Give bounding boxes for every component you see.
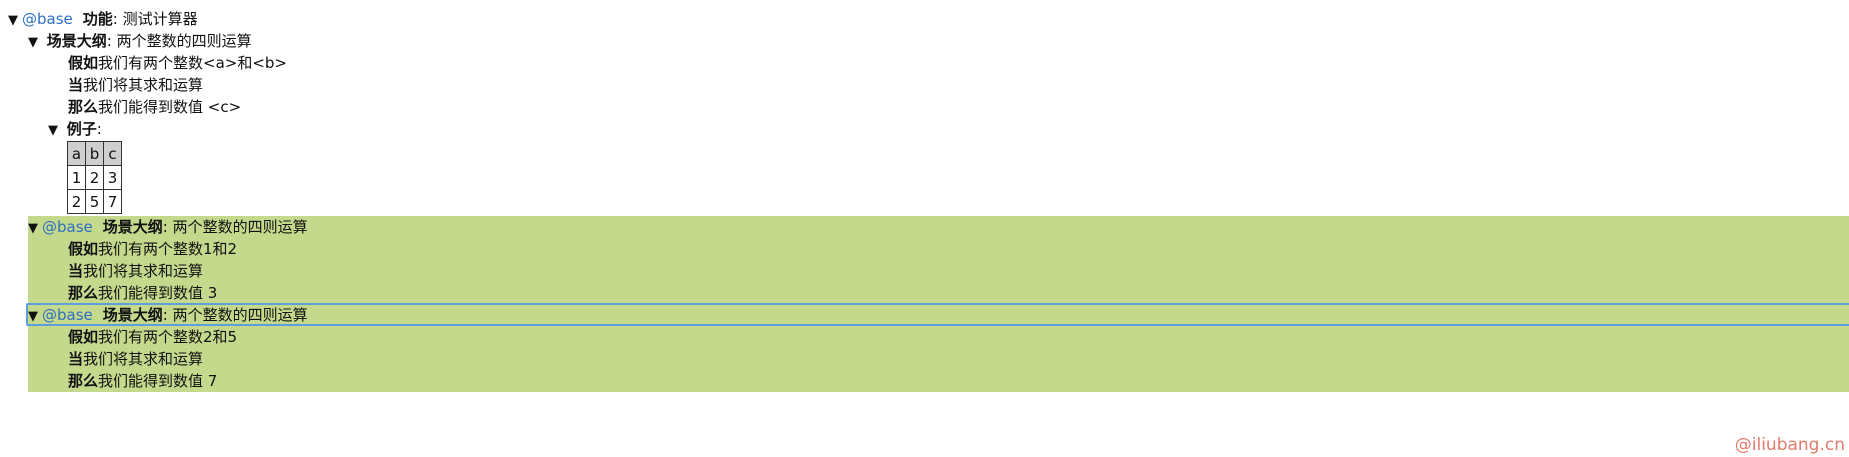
feature-tag: @base bbox=[22, 10, 73, 28]
collapse-triangle-icon[interactable]: ▼ bbox=[8, 13, 18, 28]
table-row: 1 2 3 bbox=[67, 165, 122, 190]
collapse-triangle-icon[interactable]: ▼ bbox=[28, 35, 38, 50]
outline-keyword: 场景大纲 bbox=[46, 32, 107, 50]
step-then: 那么我们能得到数值 7 bbox=[68, 370, 217, 392]
step-text: 我们有两个整数2和5 bbox=[98, 328, 238, 346]
scenario-keyword: 场景大纲 bbox=[102, 306, 163, 324]
step-given: 假如我们有两个整数<a>和<b> bbox=[68, 52, 287, 74]
step-keyword: 当 bbox=[68, 262, 84, 280]
examples-table: a b c 1 2 3 2 5 7 bbox=[67, 141, 122, 214]
table-header-cell: c bbox=[103, 141, 122, 166]
examples-header[interactable]: ▼ 例子: bbox=[48, 118, 102, 140]
feature-keyword: 功能 bbox=[82, 10, 113, 28]
step-then: 那么我们能得到数值 <c> bbox=[68, 96, 241, 118]
scenario-tag: @base bbox=[42, 306, 93, 324]
table-cell: 1 bbox=[67, 165, 86, 190]
passed-scenario-block bbox=[28, 304, 1849, 392]
examples-keyword: 例子 bbox=[66, 120, 97, 138]
scenario-title: : 两个整数的四则运算 bbox=[162, 218, 308, 236]
step-keyword: 那么 bbox=[68, 98, 99, 116]
collapse-triangle-icon[interactable]: ▼ bbox=[28, 309, 38, 324]
step-given: 假如我们有两个整数2和5 bbox=[68, 326, 237, 348]
table-row: 2 5 7 bbox=[67, 189, 122, 214]
step-text: 我们有两个整数<a>和<b> bbox=[98, 54, 288, 72]
scenario-outline-header[interactable]: ▼ 场景大纲: 两个整数的四则运算 bbox=[28, 30, 252, 52]
step-when: 当我们将其求和运算 bbox=[68, 260, 203, 282]
scenario-header[interactable]: ▼ @base 场景大纲: 两个整数的四则运算 bbox=[28, 216, 308, 238]
scenario-title: : 两个整数的四则运算 bbox=[162, 306, 308, 324]
table-header-cell: b bbox=[85, 141, 104, 166]
step-text: 我们能得到数值 3 bbox=[98, 284, 218, 302]
scenario-header[interactable]: ▼ @base 场景大纲: 两个整数的四则运算 bbox=[28, 304, 308, 326]
step-text: 我们能得到数值 7 bbox=[98, 372, 218, 390]
step-then: 那么我们能得到数值 3 bbox=[68, 282, 217, 304]
table-cell: 7 bbox=[103, 189, 122, 214]
passed-scenario-block bbox=[28, 216, 1849, 304]
collapse-triangle-icon[interactable]: ▼ bbox=[28, 221, 38, 236]
table-header-row: a b c bbox=[67, 141, 122, 166]
step-when: 当我们将其求和运算 bbox=[68, 74, 203, 96]
table-cell: 2 bbox=[67, 189, 86, 214]
collapse-triangle-icon[interactable]: ▼ bbox=[48, 123, 58, 138]
scenario-tag: @base bbox=[42, 218, 93, 236]
step-keyword: 那么 bbox=[68, 372, 99, 390]
selection-highlight bbox=[26, 303, 1849, 326]
step-keyword: 假如 bbox=[68, 54, 99, 72]
table-cell: 3 bbox=[103, 165, 122, 190]
step-when: 当我们将其求和运算 bbox=[68, 348, 203, 370]
step-text: 我们能得到数值 <c> bbox=[98, 98, 242, 116]
outline-title: : 两个整数的四则运算 bbox=[106, 32, 252, 50]
step-text: 我们将其求和运算 bbox=[83, 350, 204, 368]
scenario-keyword: 场景大纲 bbox=[102, 218, 163, 236]
table-cell: 5 bbox=[85, 189, 104, 214]
step-keyword: 假如 bbox=[68, 328, 99, 346]
step-keyword: 当 bbox=[68, 350, 84, 368]
table-header-cell: a bbox=[67, 141, 86, 166]
watermark-text: @iliubang.cn bbox=[1734, 435, 1845, 455]
feature-header[interactable]: ▼ @base 功能: 测试计算器 bbox=[8, 8, 198, 30]
step-given: 假如我们有两个整数1和2 bbox=[68, 238, 237, 260]
table-cell: 2 bbox=[85, 165, 104, 190]
feature-title: : 测试计算器 bbox=[112, 10, 198, 28]
examples-colon: : bbox=[96, 120, 102, 138]
step-text: 我们有两个整数1和2 bbox=[98, 240, 238, 258]
step-keyword: 当 bbox=[68, 76, 84, 94]
step-text: 我们将其求和运算 bbox=[83, 76, 204, 94]
step-text: 我们将其求和运算 bbox=[83, 262, 204, 280]
step-keyword: 假如 bbox=[68, 240, 99, 258]
step-keyword: 那么 bbox=[68, 284, 99, 302]
